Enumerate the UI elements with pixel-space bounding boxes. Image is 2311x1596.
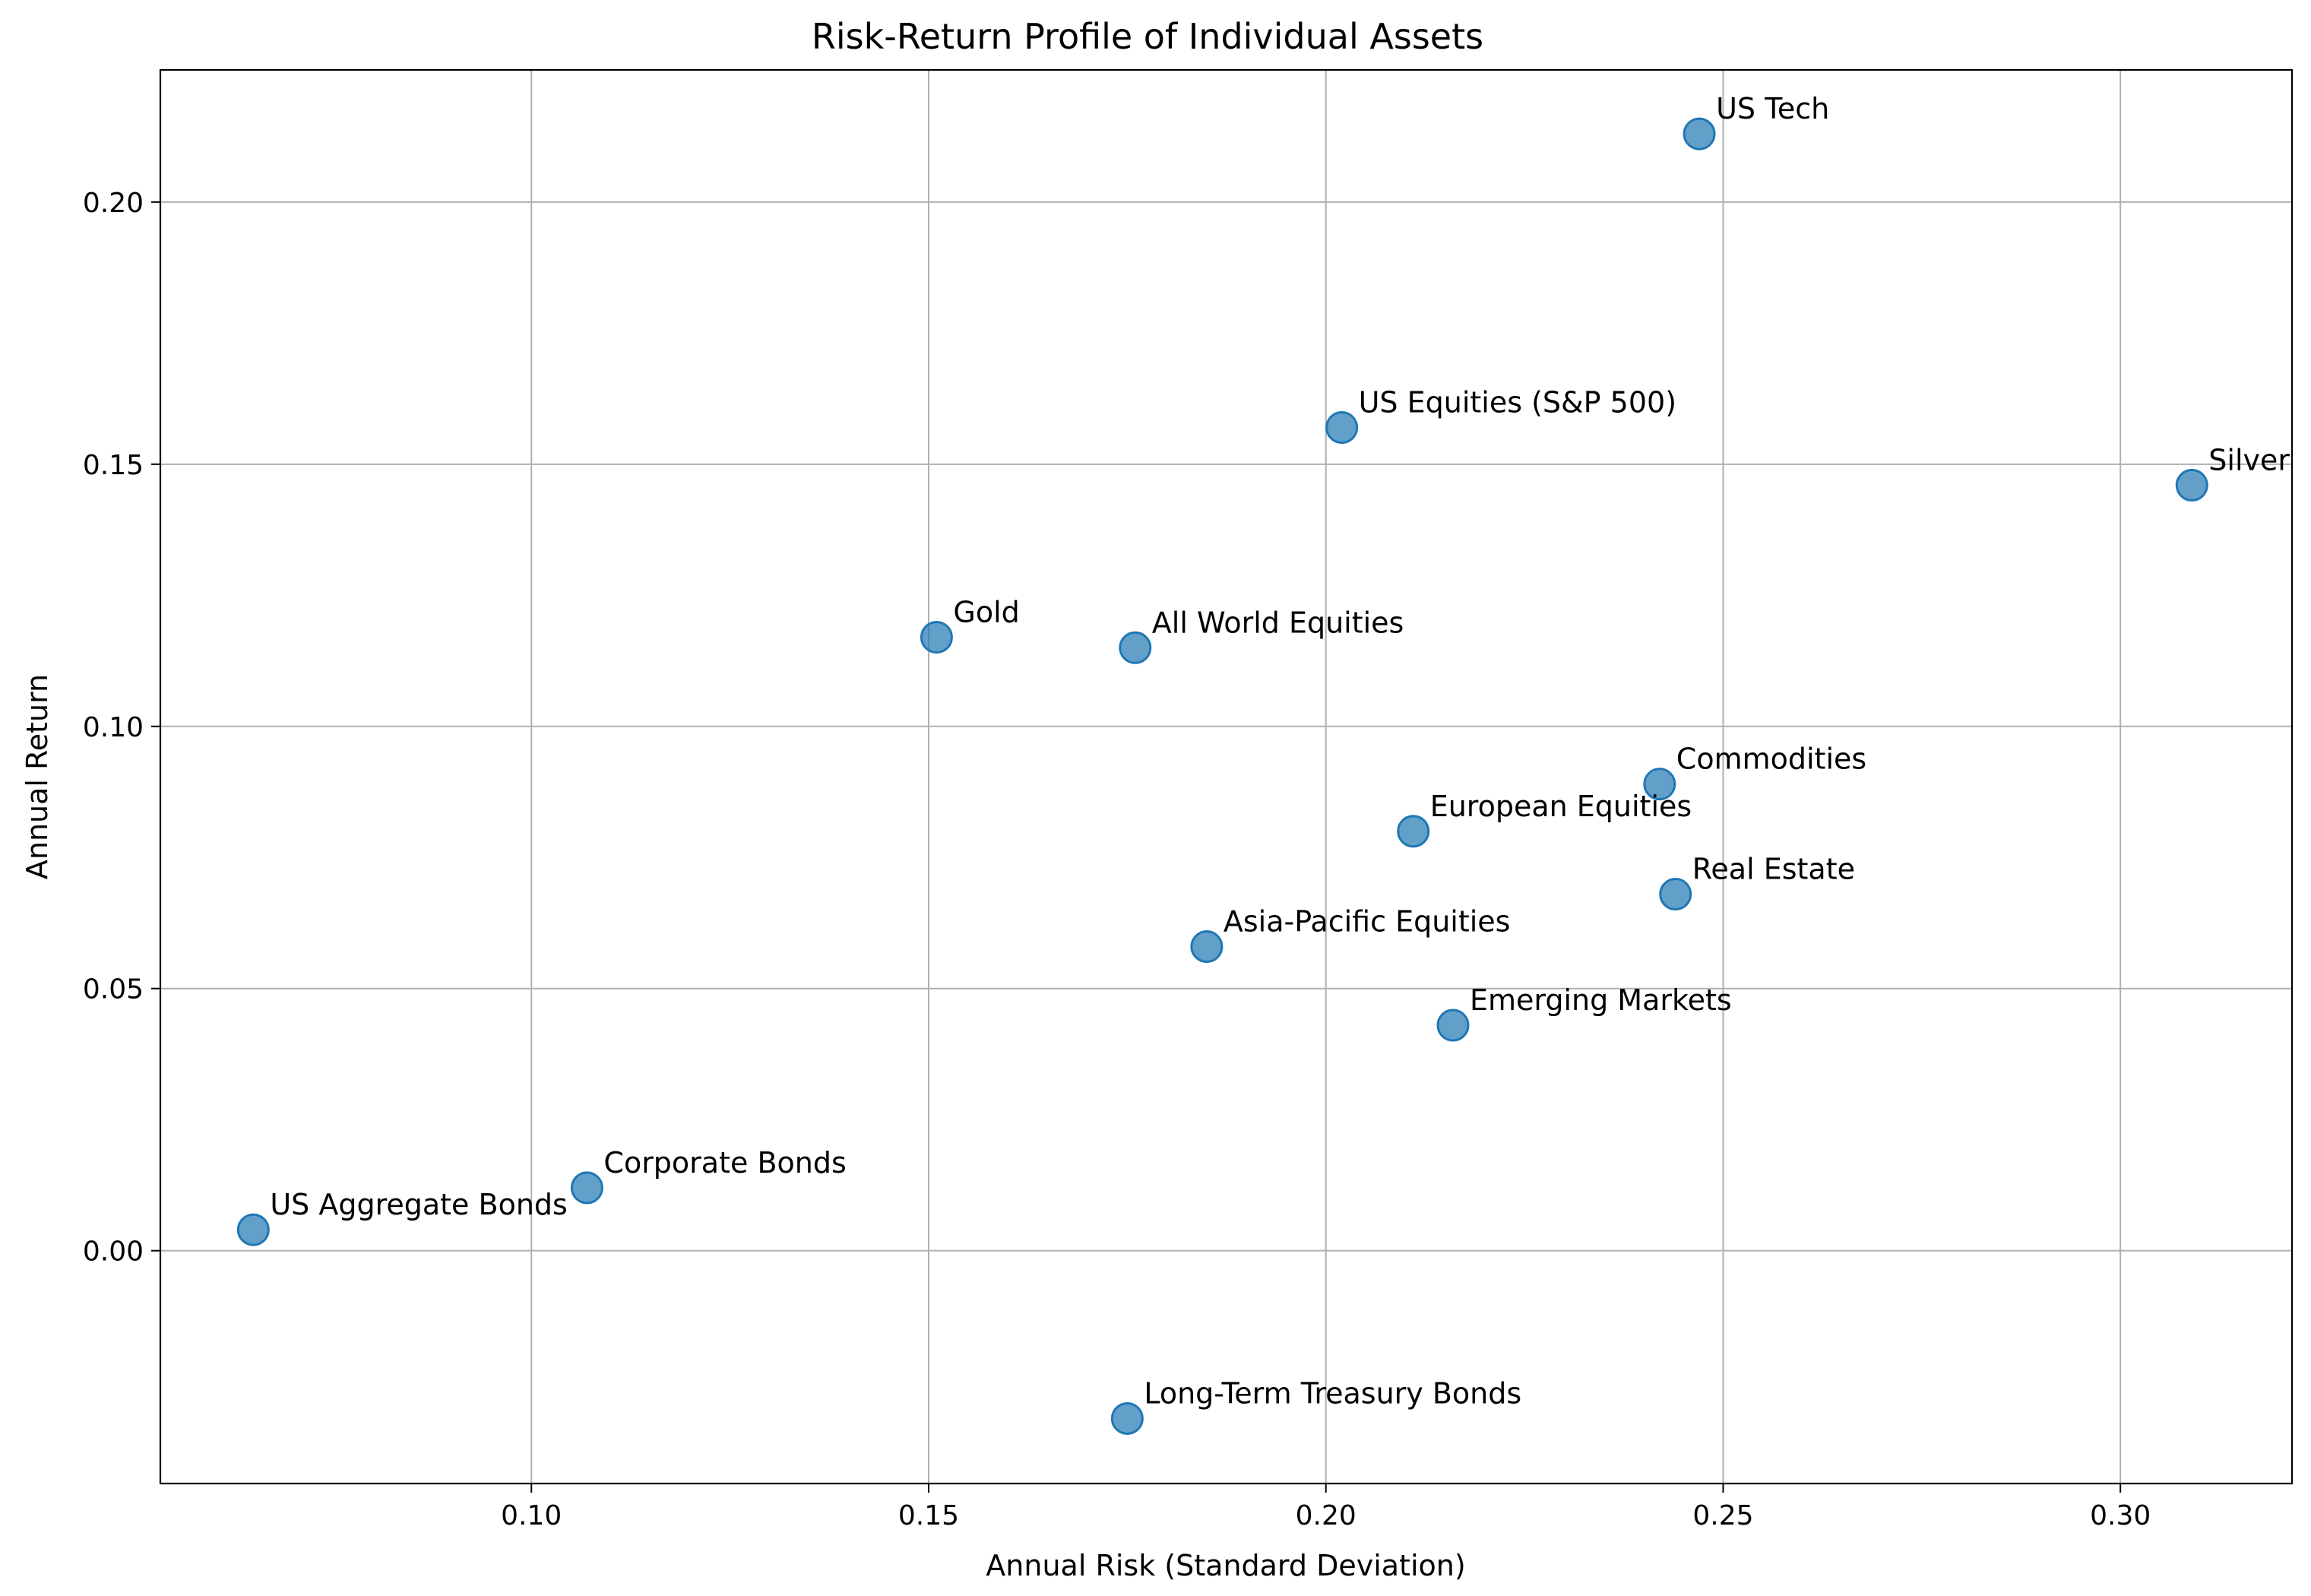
data-point	[1110, 1401, 1144, 1435]
point-label: Gold	[953, 595, 1019, 629]
point-label: All World Equities	[1152, 606, 1404, 639]
data-point	[1683, 117, 1716, 150]
y-tick-label: 0.05	[83, 974, 144, 1005]
point-labels: US Tech US Equities (S&P 500) Silver Gold Al…	[270, 92, 2290, 1410]
point-label: US Tech	[1716, 92, 1829, 125]
point-label: Real Estate	[1692, 853, 1855, 886]
y-tick-label: 0.15	[83, 450, 144, 481]
point-label: Long-Term Treasury Bonds	[1144, 1376, 1521, 1410]
point-label: Commodities	[1676, 743, 1866, 776]
data-point	[2175, 468, 2208, 502]
point-label: US Equities (S&P 500)	[1359, 386, 1676, 420]
point-label: Asia-Pacific Equities	[1224, 905, 1511, 939]
x-axis-label: Annual Risk (Standard Deviation)	[986, 1549, 1465, 1582]
point-label: US Aggregate Bonds	[270, 1188, 568, 1221]
chart-title: Risk-Return Profile of Individual Assets	[812, 16, 1483, 57]
data-point	[1659, 878, 1692, 911]
x-tick-label: 0.15	[898, 1500, 959, 1531]
grid	[160, 70, 2292, 1484]
point-label: Emerging Markets	[1470, 983, 1732, 1017]
data-point	[236, 1213, 270, 1246]
y-tick-label: 0.10	[83, 712, 144, 743]
x-tick-label: 0.20	[1296, 1500, 1357, 1531]
x-tick-label: 0.10	[501, 1500, 562, 1531]
data-point	[1397, 815, 1430, 848]
axis-ticks: 0.10 0.15 0.20 0.25 0.30 0.00 0.05 0.10 0.15 0.20	[83, 188, 2151, 1531]
data-point	[570, 1171, 603, 1205]
data-point	[1436, 1009, 1470, 1042]
plot-area	[160, 70, 2292, 1484]
point-label: Corporate Bonds	[603, 1146, 846, 1180]
y-axis-label: Annual Return	[21, 674, 54, 879]
x-tick-label: 0.30	[2090, 1500, 2151, 1531]
plot-frame	[159, 68, 2294, 1485]
data-point	[920, 620, 953, 654]
data-point	[1190, 930, 1224, 964]
y-tick-label: 0.20	[83, 188, 144, 219]
y-tick-label: 0.00	[83, 1237, 144, 1268]
data-point	[1119, 631, 1152, 664]
point-label: Silver	[2208, 443, 2290, 477]
data-point	[1643, 768, 1676, 801]
data-point	[1325, 411, 1359, 445]
point-label: European Equities	[1430, 790, 1692, 823]
x-tick-label: 0.25	[1692, 1500, 1753, 1531]
data-points	[236, 117, 2208, 1435]
